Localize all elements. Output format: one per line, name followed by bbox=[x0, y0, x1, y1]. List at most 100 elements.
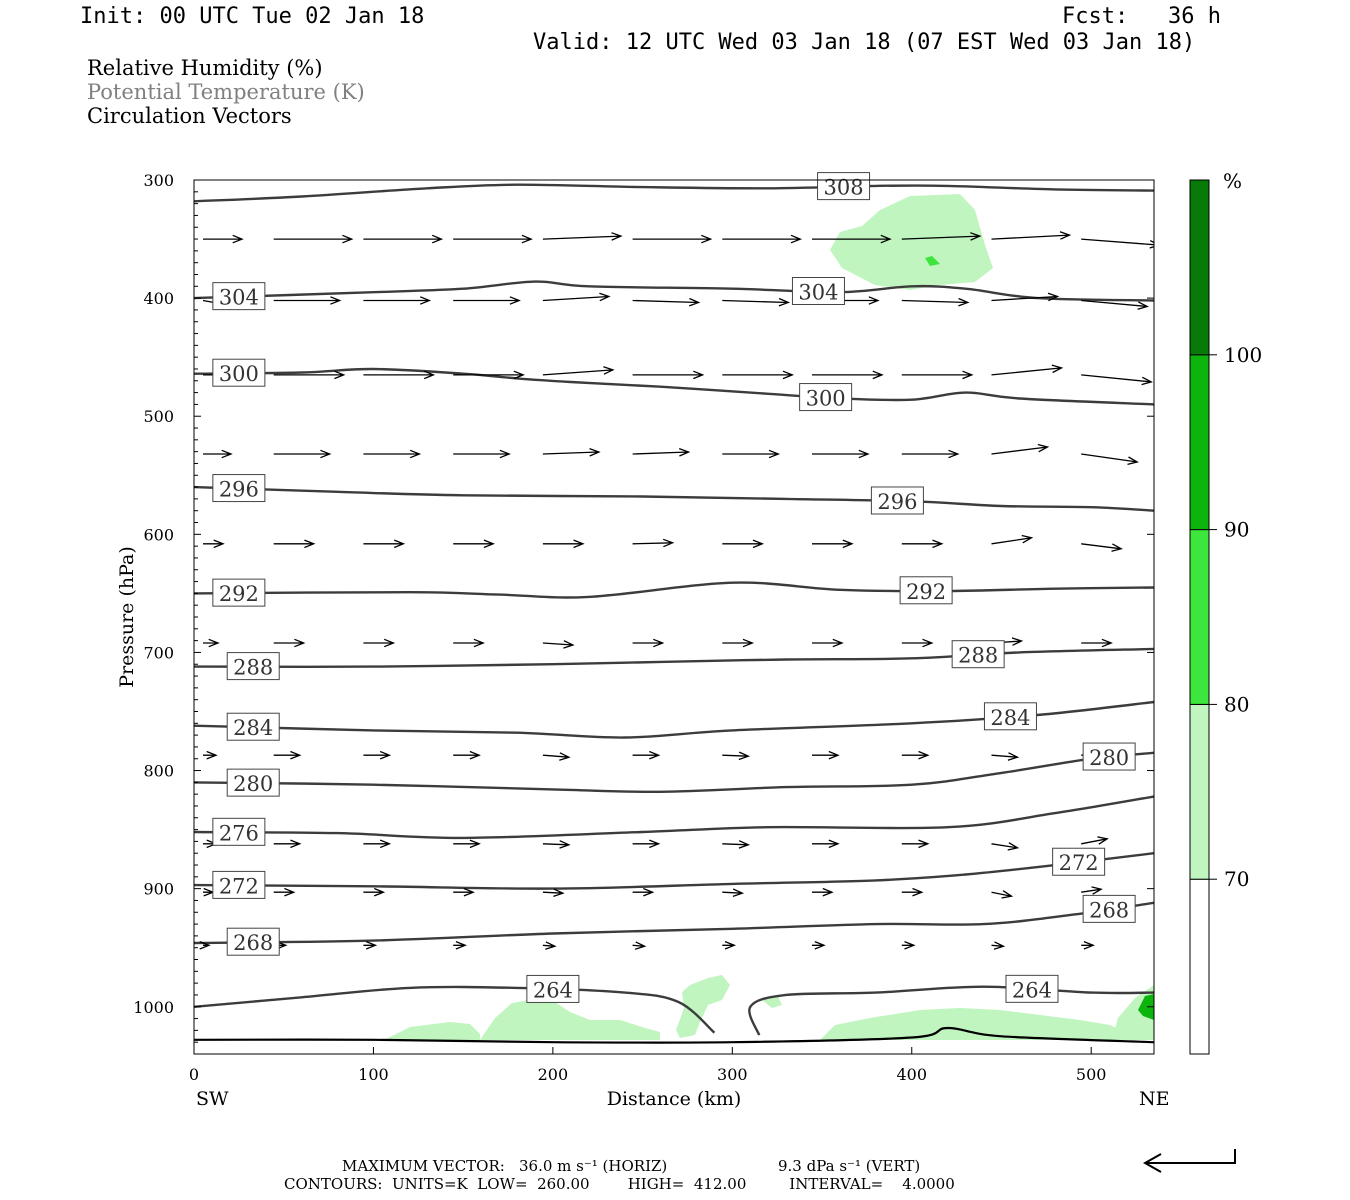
y-tick-label: 700 bbox=[143, 643, 174, 662]
contour-label-296: 296 bbox=[212, 474, 266, 503]
legend-rh: Relative Humidity (%) bbox=[87, 56, 323, 80]
circulation-vector bbox=[722, 840, 751, 849]
theta-contour-308-0 bbox=[194, 183, 1154, 203]
circulation-vector bbox=[812, 234, 892, 244]
y-tick-label: 800 bbox=[143, 762, 174, 781]
rh-patch-surface-a bbox=[480, 998, 660, 1040]
contour-label-276: 276 bbox=[212, 817, 266, 846]
svg-text:264: 264 bbox=[1012, 978, 1052, 1002]
circulation-vector bbox=[812, 539, 854, 549]
contour-label-268: 268 bbox=[226, 927, 280, 956]
circulation-vector bbox=[453, 234, 533, 244]
x-tick-label: 400 bbox=[896, 1065, 927, 1084]
circulation-vector bbox=[812, 839, 840, 849]
max-vector-vertical: 9.3 dPa s⁻¹ (VERT) bbox=[778, 1157, 921, 1175]
init-time: Init: 00 UTC Tue 02 Jan 18 bbox=[80, 4, 425, 29]
circulation-vector bbox=[273, 638, 306, 648]
y-tick-label: 500 bbox=[143, 407, 174, 426]
circulation-vector bbox=[812, 940, 826, 950]
circulation-vector bbox=[812, 370, 884, 380]
circulation-vector bbox=[1081, 299, 1149, 310]
circulation-vector bbox=[453, 940, 467, 950]
circulation-vector bbox=[991, 941, 1006, 950]
svg-text:296: 296 bbox=[877, 490, 917, 514]
circulation-vector bbox=[722, 449, 781, 459]
circulation-vector bbox=[542, 366, 615, 376]
colorbar-label: 80 bbox=[1224, 692, 1249, 716]
contour-label-284: 284 bbox=[983, 702, 1037, 731]
max-vector-horizontal: 36.0 m s⁻¹ (HORIZ) bbox=[519, 1157, 668, 1175]
svg-text:284: 284 bbox=[990, 706, 1030, 730]
circulation-vector bbox=[901, 940, 916, 950]
contour-label-288: 288 bbox=[226, 652, 280, 681]
y-tick-label: 400 bbox=[143, 289, 174, 308]
svg-text:292: 292 bbox=[906, 580, 946, 604]
y-tick-label: 600 bbox=[143, 525, 174, 544]
colorbar-segment bbox=[1189, 529, 1210, 705]
circulation-vector bbox=[273, 750, 302, 760]
contour-label-292: 292 bbox=[899, 576, 953, 605]
circulation-vector bbox=[453, 370, 525, 380]
circulation-vector bbox=[1081, 453, 1139, 466]
contour-label-288: 288 bbox=[951, 640, 1005, 669]
svg-text:280: 280 bbox=[1089, 746, 1129, 770]
circulation-vector bbox=[722, 539, 765, 549]
circulation-vector bbox=[273, 887, 296, 897]
circulation-vector bbox=[632, 941, 647, 950]
circulation-vector bbox=[363, 539, 406, 549]
contour-info: CONTOURS: UNITS=K LOW= 260.00 HIGH= 412.… bbox=[284, 1175, 955, 1193]
circulation-vector bbox=[203, 887, 215, 897]
x-tick-label: 500 bbox=[1076, 1065, 1107, 1084]
circulation-vector bbox=[722, 297, 791, 307]
circulation-vector bbox=[273, 296, 342, 305]
svg-text:304: 304 bbox=[219, 286, 259, 310]
theta-contour-296-3 bbox=[194, 485, 1154, 512]
circulation-vector bbox=[632, 750, 661, 760]
circulation-vector bbox=[722, 751, 751, 761]
circulation-vector bbox=[901, 370, 974, 380]
x-axis-right-end: NE bbox=[1139, 1088, 1170, 1110]
svg-text:288: 288 bbox=[233, 656, 273, 680]
circulation-vector bbox=[812, 750, 840, 760]
svg-text:280: 280 bbox=[233, 772, 273, 796]
circulation-vector bbox=[273, 370, 346, 380]
circulation-vector bbox=[632, 370, 705, 380]
colorbar-label: 90 bbox=[1224, 518, 1249, 542]
circulation-vector bbox=[1081, 886, 1103, 895]
svg-text:292: 292 bbox=[219, 582, 259, 606]
svg-text:304: 304 bbox=[798, 280, 838, 304]
legend-vectors: Circulation Vectors bbox=[87, 104, 292, 128]
colorbar-segment bbox=[1189, 878, 1210, 1055]
colorbar-segment bbox=[1189, 179, 1210, 356]
svg-text:296: 296 bbox=[219, 478, 259, 502]
contour-label-284: 284 bbox=[226, 712, 280, 741]
circulation-vector bbox=[901, 750, 930, 760]
colorbar-segment bbox=[1189, 703, 1210, 880]
svg-text:308: 308 bbox=[824, 176, 864, 200]
circulation-vector bbox=[542, 292, 611, 302]
circulation-vector bbox=[542, 232, 623, 241]
circulation-vector bbox=[1081, 238, 1154, 249]
circulation-vector bbox=[632, 538, 675, 548]
theta-contour-272-9 bbox=[194, 852, 1154, 890]
circulation-vector bbox=[542, 447, 601, 457]
circulation-vector bbox=[542, 640, 575, 649]
circulation-vector bbox=[991, 443, 1050, 455]
contour-label-304: 304 bbox=[791, 276, 845, 305]
circulation-vector bbox=[632, 638, 665, 648]
x-tick-label: 100 bbox=[358, 1065, 389, 1084]
circulation-vector bbox=[991, 231, 1072, 240]
circulation-vector bbox=[363, 839, 392, 849]
contour-label-264: 264 bbox=[1005, 974, 1059, 1003]
circulation-vector bbox=[901, 539, 944, 549]
contour-label-264: 264 bbox=[526, 974, 580, 1003]
circulation-vector bbox=[632, 297, 701, 307]
circulation-vector bbox=[1081, 374, 1153, 386]
terrain-surface-line bbox=[194, 1026, 1154, 1044]
circulation-vector bbox=[453, 449, 511, 459]
colorbar-label: 100 bbox=[1224, 343, 1262, 367]
circulation-vector bbox=[363, 296, 432, 305]
contour-label-308: 308 bbox=[817, 172, 871, 201]
theta-contour-264-12 bbox=[748, 985, 1154, 1036]
circulation-vector bbox=[632, 234, 713, 244]
